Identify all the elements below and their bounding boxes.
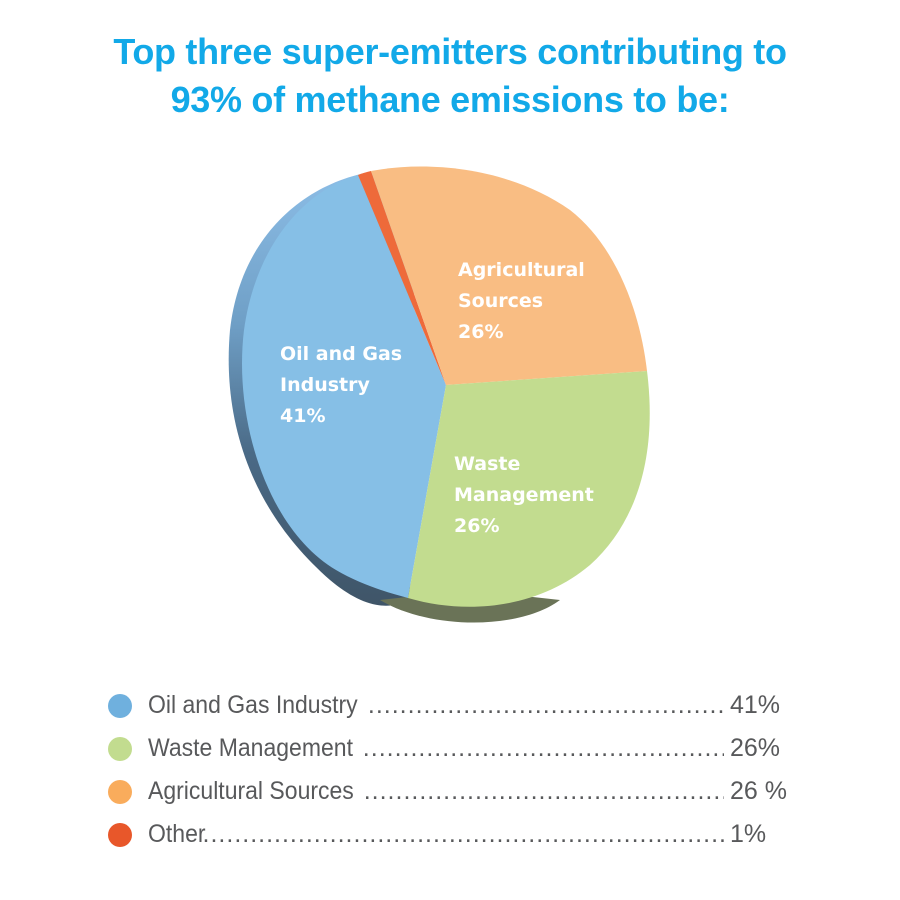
- pie-label-waste: Waste Management 26%: [454, 453, 600, 537]
- legend-item-other: Other ..................................…: [108, 813, 788, 856]
- legend-dot-icon: [108, 779, 132, 804]
- leader-dots: ........................................…: [202, 820, 724, 848]
- legend-dot-icon: [108, 736, 132, 761]
- legend-label: Oil and Gas Industry: [148, 691, 358, 719]
- legend-label: Other: [148, 820, 206, 848]
- pie-slice-oil-gas[interactable]: [242, 175, 446, 598]
- leader-dots: ........................................…: [363, 777, 724, 805]
- legend-dot-icon: [108, 822, 132, 847]
- pie-label-agricultural: Agricultural Sources 26%: [458, 259, 591, 343]
- chart-title: Top three super-emitters contributing to…: [0, 28, 900, 124]
- legend: Oil and Gas Industry ...................…: [108, 684, 788, 856]
- pie-slice-waste[interactable]: [408, 371, 650, 607]
- legend-value: 1%: [730, 820, 767, 848]
- legend-item-oil-gas: Oil and Gas Industry ...................…: [108, 684, 788, 727]
- legend-item-agricultural: Agricultural Sources ...................…: [108, 770, 788, 813]
- pie-slice-agricultural[interactable]: [371, 166, 647, 385]
- leader-dots: ........................................…: [367, 691, 724, 719]
- chart-title-line-1: Top three super-emitters contributing to: [113, 31, 787, 72]
- pie-label-oil-gas: Oil and Gas Industry 41%: [280, 343, 409, 427]
- legend-value: 26 %: [730, 777, 787, 805]
- chart-title-line-2: 93% of methane emissions to be:: [170, 79, 730, 120]
- pie-slice-other[interactable]: [358, 171, 446, 385]
- legend-item-waste: Waste Management .......................…: [108, 727, 788, 770]
- legend-label: Agricultural Sources: [148, 777, 354, 805]
- legend-value: 41%: [730, 691, 781, 719]
- legend-label: Waste Management: [148, 734, 353, 762]
- legend-dot-icon: [108, 693, 132, 718]
- leader-dots: ........................................…: [362, 734, 724, 762]
- legend-value: 26%: [730, 734, 781, 762]
